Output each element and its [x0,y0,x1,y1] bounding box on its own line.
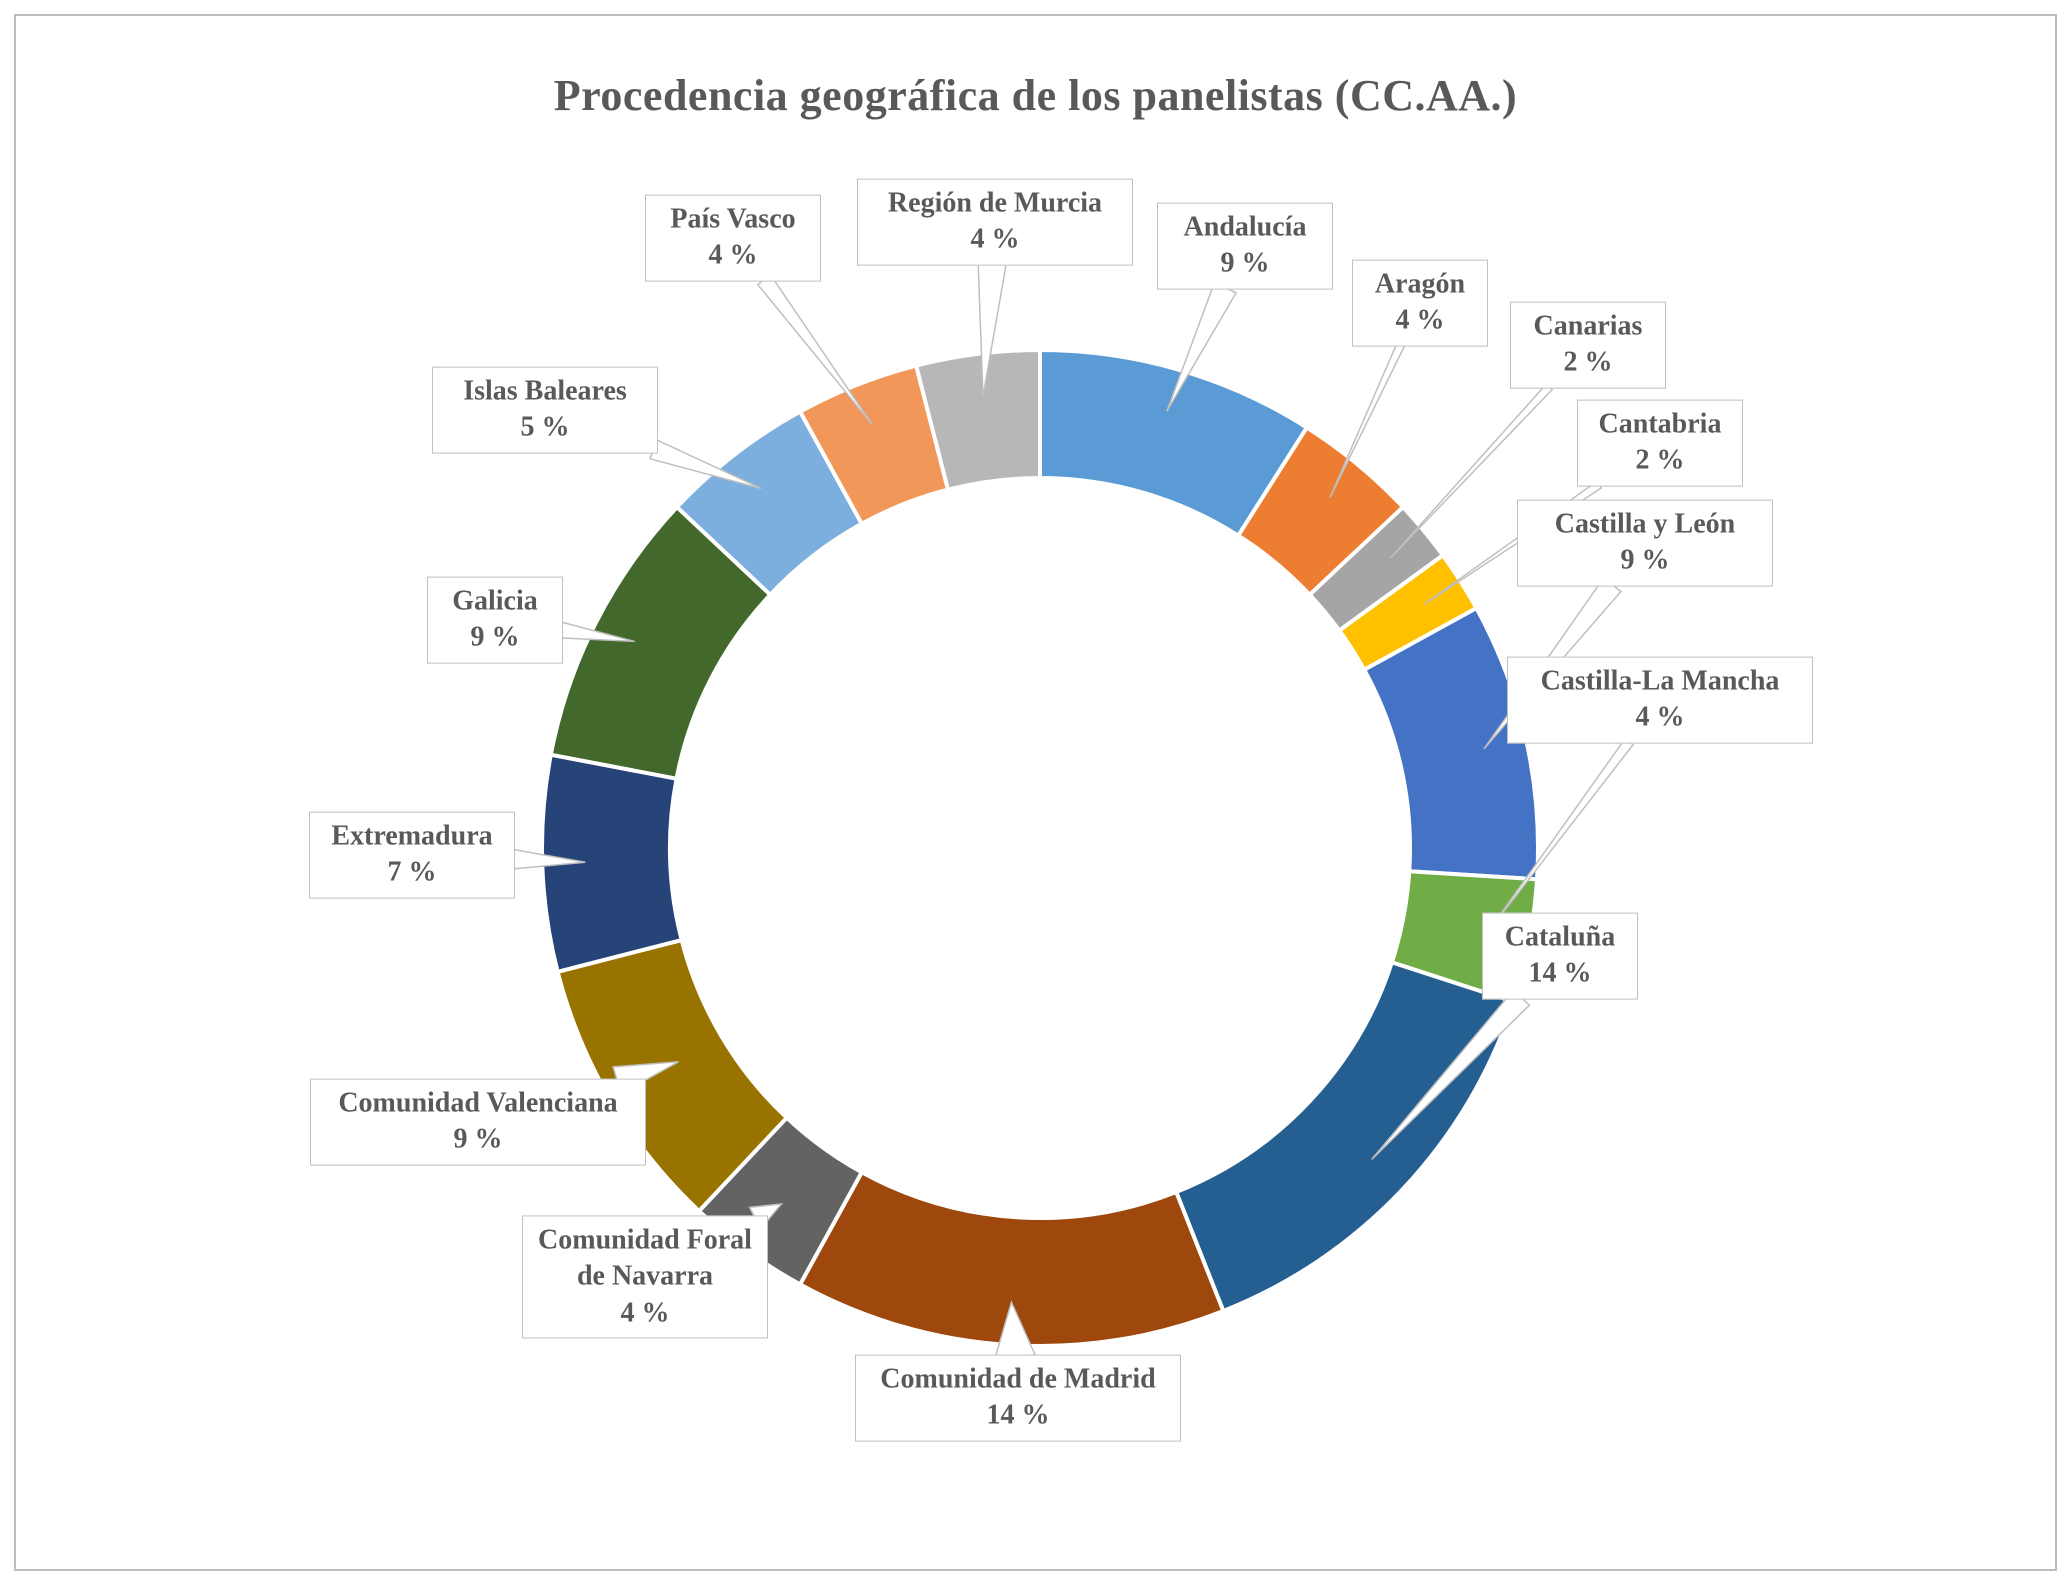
chart-title: Procedencia geográfica de los panelistas… [553,71,1518,120]
data-label-11: Extremadura 7 % [309,811,515,899]
data-label-value: 9 % [470,622,520,653]
data-label-3: Canarias 2 % [1510,301,1666,389]
data-label-value: 2 % [1563,347,1613,378]
data-label-13: Islas Baleares 5 % [432,366,658,454]
data-label-value: 9 % [453,1124,503,1155]
data-label-name: Castilla-La Mancha [1540,665,1780,697]
data-label-value: 7 % [387,857,437,888]
data-label-8: Comunidad de Madrid 14 % [855,1354,1181,1442]
data-label-14: País Vasco 4 % [645,194,821,282]
data-label-name: País Vasco [670,203,796,235]
data-label-2: Aragón 4 % [1352,259,1488,347]
donut-slice-7 [1173,959,1517,1314]
data-label-name: Castilla y León [1554,508,1736,540]
data-label-6: Castilla-La Mancha 4 % [1507,656,1813,744]
data-label-value: 4 % [620,1297,670,1329]
data-label-name: Galicia [452,585,538,617]
data-label-name: Canarias [1533,310,1643,342]
data-label-name: Andalucía [1183,211,1307,243]
data-label-name: Región de Murcia [887,187,1103,219]
data-label-15: Región de Murcia 4 % [857,178,1133,266]
data-label-10: Comunidad Valenciana 9 % [310,1078,646,1166]
data-label-5: Castilla y León 9 % [1517,499,1773,587]
data-label-1: Andalucía 9 % [1157,202,1333,290]
data-label-9: Comunidad Foral de Navarra 4 % [522,1215,768,1339]
data-label-value: 4 % [1635,702,1685,733]
data-label-name: Comunidad Foral de Navarra [538,1224,752,1292]
data-label-name: Aragón [1374,268,1466,300]
data-label-name: Comunidad de Madrid [880,1363,1156,1395]
data-label-value: 9 % [1620,545,1670,576]
data-label-value: 14 % [1528,958,1592,989]
data-label-value: 4 % [708,240,758,271]
data-label-4: Cantabria 2 % [1577,399,1743,487]
data-label-name: Islas Baleares [463,375,627,407]
data-label-value: 9 % [1220,248,1270,279]
data-label-value: 14 % [986,1400,1050,1431]
data-label-12: Galicia 9 % [427,576,563,664]
data-label-value: 2 % [1635,445,1685,476]
data-label-name: Extremadura [331,820,493,852]
data-label-name: Cataluña [1504,921,1616,953]
data-label-value: 5 % [520,412,570,443]
data-label-value: 4 % [970,224,1020,255]
data-label-7: Cataluña 14 % [1482,912,1638,1000]
donut-slice-15 [913,347,1042,493]
data-label-value: 4 % [1395,305,1445,336]
data-label-name: Cantabria [1598,408,1722,440]
data-label-name: Comunidad Valenciana [338,1087,618,1119]
